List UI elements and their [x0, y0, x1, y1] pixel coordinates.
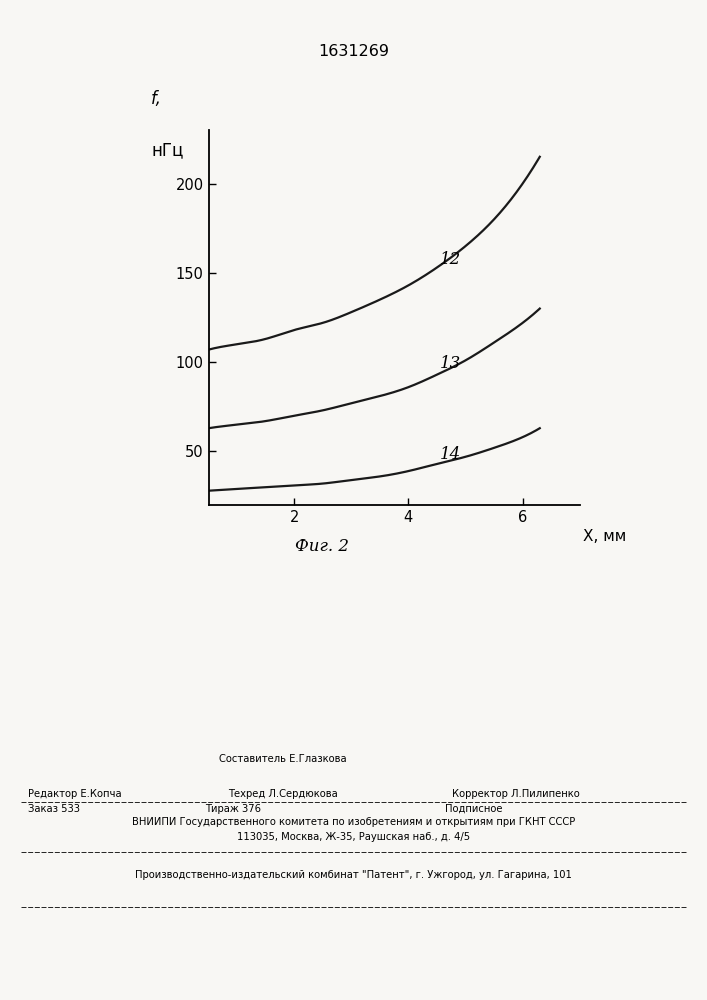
Text: Техред Л.Сердюкова: Техред Л.Сердюкова — [228, 789, 338, 799]
Text: f,: f, — [151, 90, 162, 107]
Text: нГц: нГц — [151, 141, 183, 159]
Text: 14: 14 — [440, 446, 461, 463]
Text: Производственно-издательский комбинат "Патент", г. Ужгород, ул. Гагарина, 101: Производственно-издательский комбинат "П… — [135, 869, 572, 880]
Text: X, мм: X, мм — [583, 529, 626, 544]
Text: Редактор Е.Копча: Редактор Е.Копча — [28, 789, 122, 799]
Text: Тираж 376: Тираж 376 — [205, 804, 262, 814]
Text: 12: 12 — [440, 251, 461, 268]
Text: Составитель Е.Глазкова: Составитель Е.Глазкова — [219, 754, 346, 764]
Text: Фиг. 2: Фиг. 2 — [295, 538, 349, 555]
Text: 113035, Москва, Ж-35, Раушская наб., д. 4/5: 113035, Москва, Ж-35, Раушская наб., д. … — [237, 832, 470, 842]
Text: Корректор Л.Пилипенко: Корректор Л.Пилипенко — [452, 789, 580, 799]
Text: ВНИИПИ Государственного комитета по изобретениям и открытиям при ГКНТ СССР: ВНИИПИ Государственного комитета по изоб… — [132, 817, 575, 827]
Text: 1631269: 1631269 — [318, 44, 389, 59]
Text: Подписное: Подписное — [445, 804, 503, 814]
Text: Заказ 533: Заказ 533 — [28, 804, 81, 814]
Text: 13: 13 — [440, 355, 461, 371]
